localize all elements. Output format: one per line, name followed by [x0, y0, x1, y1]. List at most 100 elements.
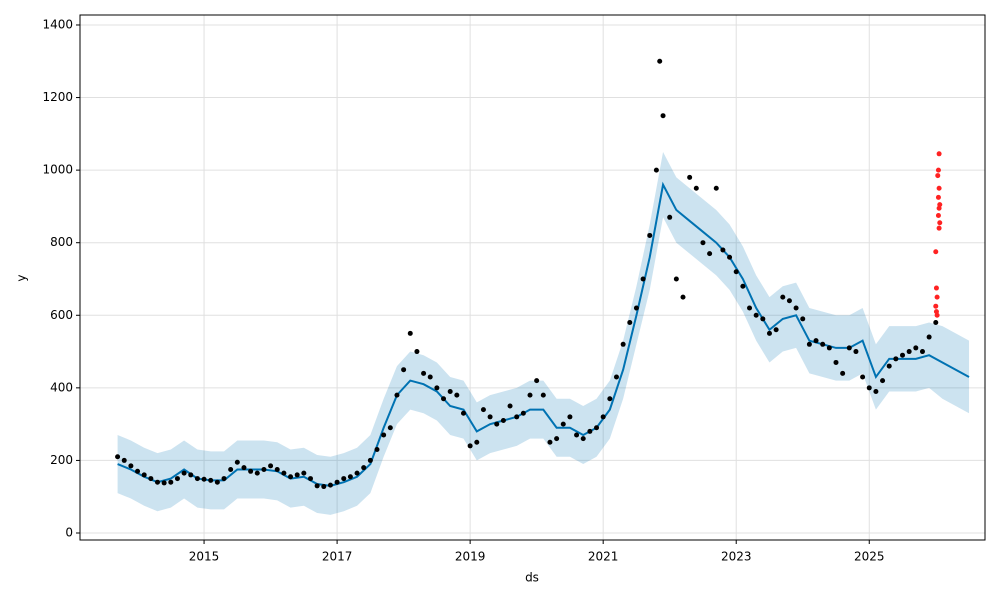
forecast-line [117, 181, 970, 487]
data-point [640, 276, 646, 282]
data-point [261, 466, 267, 472]
data-point [840, 370, 846, 376]
y-tick-label: 400 [50, 380, 73, 394]
data-point [800, 316, 806, 322]
data-point [128, 463, 134, 469]
data-point [633, 305, 639, 311]
data-point [933, 285, 939, 291]
data-point [361, 465, 367, 471]
data-point [860, 374, 866, 380]
data-point [613, 374, 619, 380]
data-point [653, 167, 659, 173]
y-tick-label: 800 [50, 235, 73, 249]
data-point [327, 482, 333, 488]
data-point [926, 334, 932, 340]
data-point [507, 403, 513, 409]
data-point [833, 359, 839, 365]
data-point [294, 472, 300, 478]
data-point [208, 477, 214, 483]
x-tick-label: 2023 [721, 550, 752, 564]
data-point [740, 283, 746, 289]
data-point [594, 425, 600, 431]
data-point [148, 476, 154, 482]
data-point [560, 421, 566, 427]
data-point [933, 303, 939, 309]
data-point [201, 476, 207, 482]
y-tick-label: 600 [50, 308, 73, 322]
data-point [434, 385, 440, 391]
data-point [600, 414, 606, 420]
data-point [500, 418, 506, 424]
y-axis-label: y [15, 274, 29, 281]
data-point [161, 480, 167, 486]
data-point [660, 113, 666, 119]
data-point [174, 476, 180, 482]
data-point [514, 414, 520, 420]
data-point [181, 470, 187, 476]
data-point [934, 294, 940, 300]
data-point [935, 167, 941, 173]
data-point [288, 474, 294, 480]
data-point [228, 466, 234, 472]
data-point [720, 247, 726, 253]
data-point [314, 483, 320, 489]
data-point [421, 370, 427, 376]
data-point [700, 240, 706, 246]
data-point [268, 463, 274, 469]
data-point [154, 479, 160, 485]
data-point [241, 465, 247, 471]
data-point [893, 356, 899, 362]
data-point [673, 276, 679, 282]
data-point [121, 457, 127, 463]
data-point [135, 468, 141, 474]
data-point [780, 294, 786, 300]
data-point [234, 459, 240, 465]
data-point [527, 392, 533, 398]
data-point [727, 254, 733, 260]
data-point [933, 320, 939, 326]
data-point [580, 436, 586, 442]
data-point [687, 174, 693, 180]
data-point [747, 305, 753, 311]
data-point [647, 232, 653, 238]
data-point [793, 305, 799, 311]
data-point [936, 185, 942, 191]
data-point [494, 421, 500, 427]
data-point [607, 396, 613, 402]
data-point [520, 410, 526, 416]
x-axis-label: ds [525, 571, 539, 585]
data-point [707, 251, 713, 257]
data-point [820, 341, 826, 347]
data-point [407, 330, 413, 336]
data-point [900, 352, 906, 358]
data-point [367, 457, 373, 463]
data-point [935, 173, 941, 179]
y-tick-label: 1000 [42, 163, 73, 177]
data-point [460, 410, 466, 416]
x-tick-label: 2017 [322, 550, 353, 564]
data-point [713, 185, 719, 191]
data-point [534, 378, 540, 384]
data-point [274, 466, 280, 472]
data-point [574, 432, 580, 438]
data-point [866, 385, 872, 391]
data-point [906, 349, 912, 355]
data-point [441, 396, 447, 402]
data-point [141, 472, 147, 478]
x-tick-label: 2015 [189, 550, 220, 564]
data-point [786, 298, 792, 304]
data-point [933, 249, 939, 255]
data-point [587, 428, 593, 434]
data-point [221, 476, 227, 482]
data-point [281, 470, 287, 476]
data-point [188, 472, 194, 478]
y-tick-label: 200 [50, 453, 73, 467]
data-point [334, 479, 340, 485]
data-point [474, 439, 480, 445]
data-point [853, 349, 859, 355]
data-point [214, 479, 220, 485]
data-point [733, 269, 739, 275]
data-point [935, 194, 941, 200]
